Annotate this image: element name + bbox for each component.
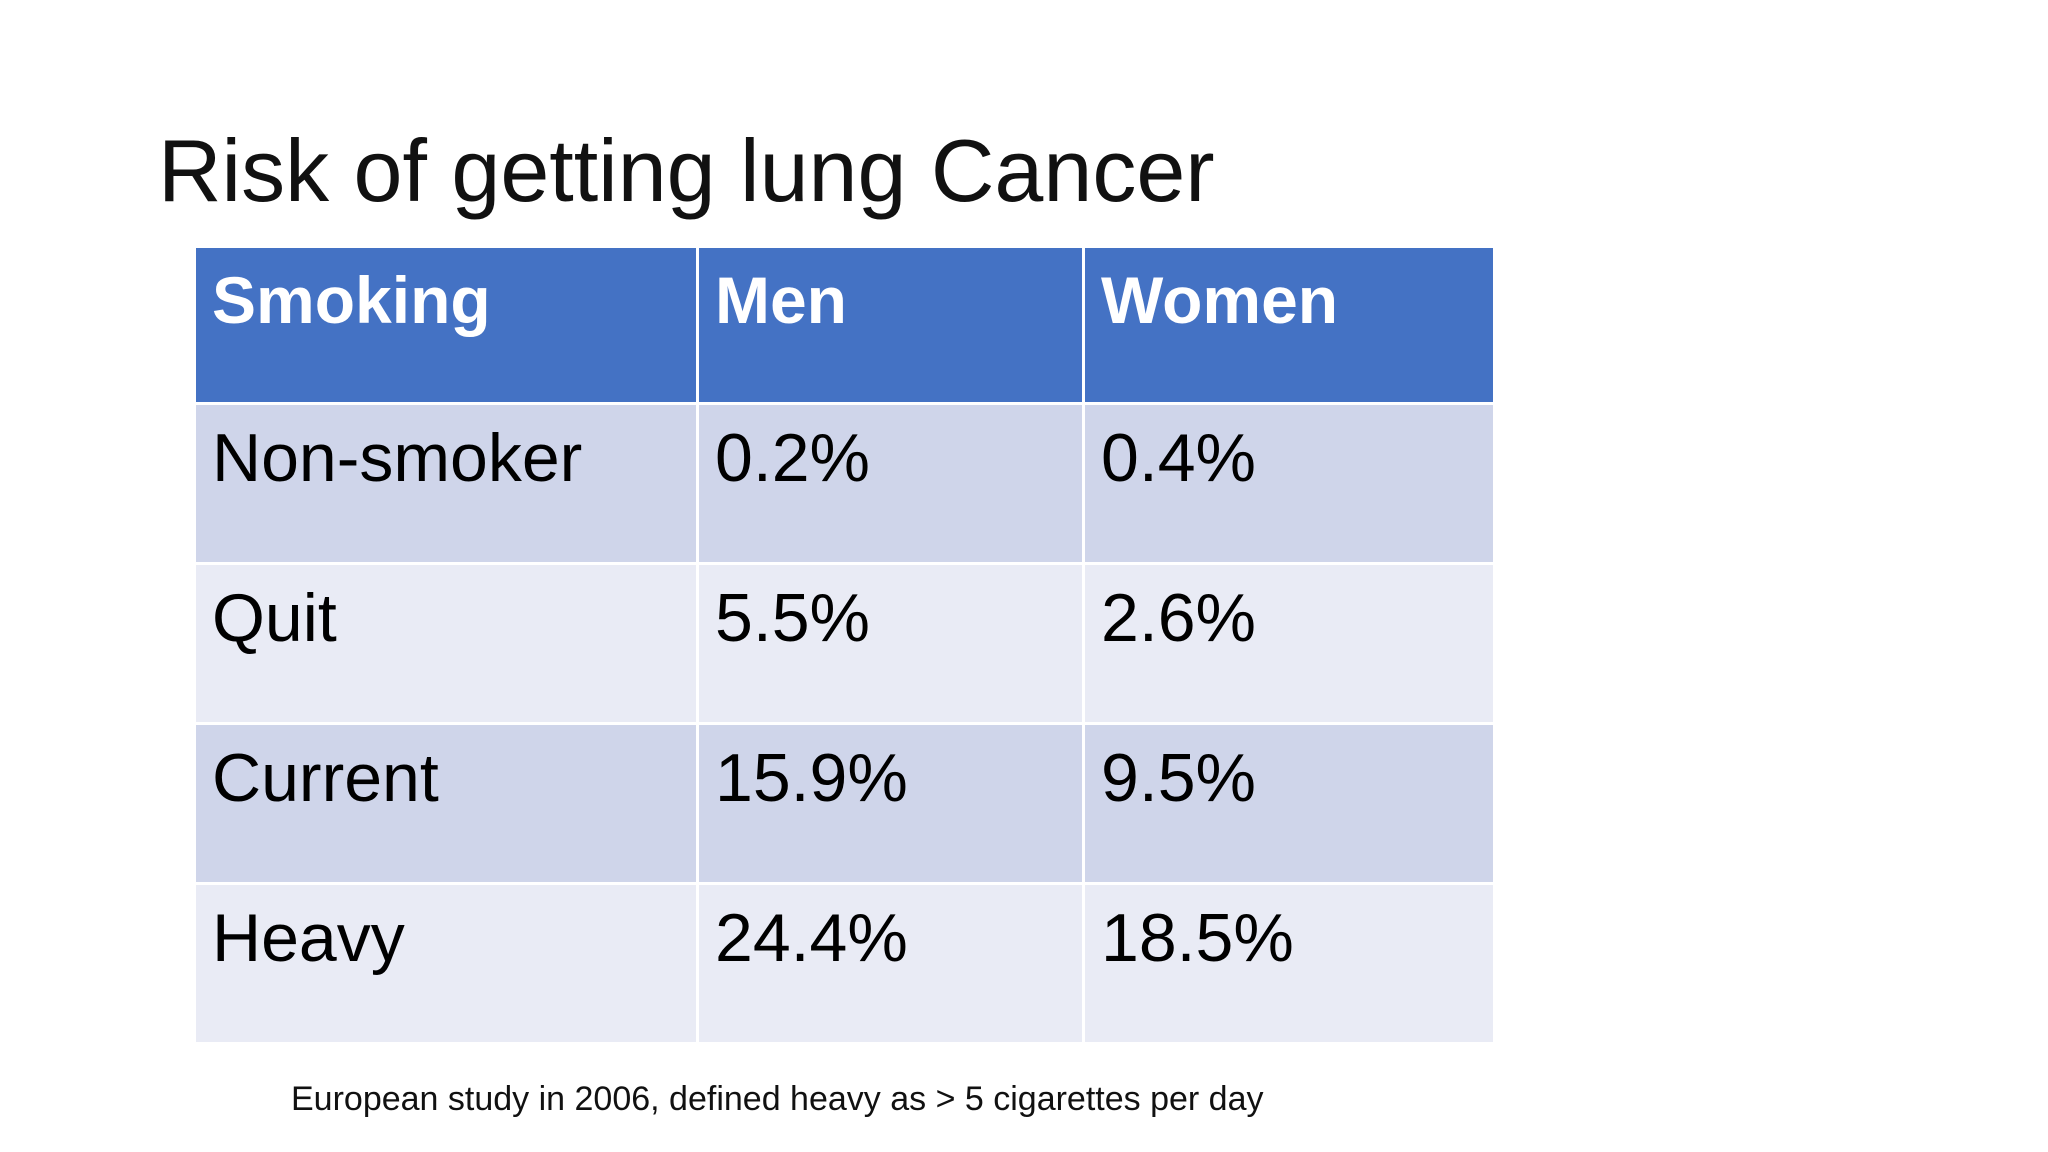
- table-header-row: Smoking Men Women: [193, 245, 1496, 405]
- table-row: Heavy 24.4% 18.5%: [193, 882, 1496, 1045]
- cell-women-risk: 18.5%: [1082, 882, 1496, 1045]
- cell-men-risk: 5.5%: [696, 562, 1085, 725]
- cell-men-risk: 15.9%: [696, 722, 1085, 885]
- cell-men-risk: 24.4%: [696, 882, 1085, 1045]
- lung-cancer-risk-table: Smoking Men Women Non-smoker 0.2% 0.4% Q…: [193, 245, 1496, 1045]
- header-men: Men: [696, 245, 1085, 405]
- slide-title: Risk of getting lung Cancer: [158, 121, 1215, 220]
- cell-smoking-status: Current: [193, 722, 699, 885]
- header-smoking: Smoking: [193, 245, 699, 405]
- cell-women-risk: 9.5%: [1082, 722, 1496, 885]
- cell-women-risk: 0.4%: [1082, 402, 1496, 565]
- cell-smoking-status: Heavy: [193, 882, 699, 1045]
- cell-smoking-status: Non-smoker: [193, 402, 699, 565]
- cell-men-risk: 0.2%: [696, 402, 1085, 565]
- table-row: Quit 5.5% 2.6%: [193, 562, 1496, 725]
- cell-women-risk: 2.6%: [1082, 562, 1496, 725]
- header-women: Women: [1082, 245, 1496, 405]
- table-row: Non-smoker 0.2% 0.4%: [193, 402, 1496, 565]
- table-row: Current 15.9% 9.5%: [193, 722, 1496, 885]
- cell-smoking-status: Quit: [193, 562, 699, 725]
- footnote: European study in 2006, defined heavy as…: [291, 1080, 1264, 1118]
